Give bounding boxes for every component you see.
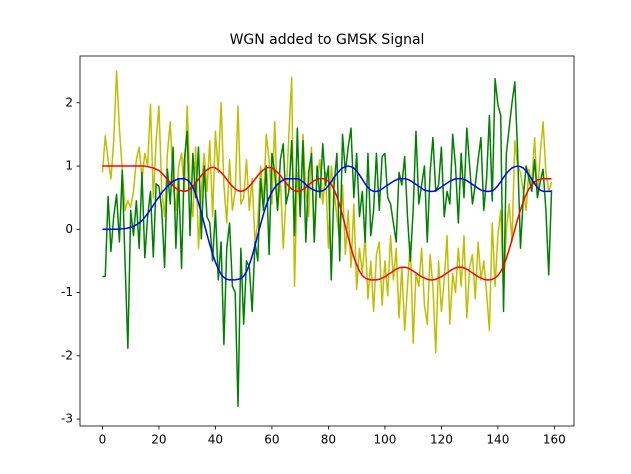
x-tick-label: 100 bbox=[373, 433, 396, 447]
x-tick-label: 120 bbox=[430, 433, 453, 447]
data-line bbox=[102, 78, 553, 408]
x-tick-label: 20 bbox=[151, 433, 166, 447]
data-line bbox=[101, 70, 553, 354]
x-tick-label: 40 bbox=[208, 433, 223, 447]
data-line bbox=[102, 165, 552, 281]
y-tick-label: -2 bbox=[61, 348, 73, 362]
x-tick-label: 0 bbox=[99, 433, 107, 447]
data-line bbox=[102, 165, 552, 281]
chart-title: WGN added to GMSK Signal bbox=[230, 32, 425, 48]
y-tick-label: -3 bbox=[61, 412, 73, 426]
y-tick-label: 0 bbox=[65, 222, 73, 236]
x-tick-label: 160 bbox=[543, 433, 566, 447]
y-tick-label: 2 bbox=[65, 95, 73, 109]
plot-frame bbox=[79, 55, 575, 427]
x-tick-label: 60 bbox=[264, 433, 279, 447]
y-tick-label: 1 bbox=[65, 159, 73, 173]
x-tick-label: 140 bbox=[486, 433, 509, 447]
y-tick-label: -1 bbox=[61, 285, 73, 299]
x-tick-label: 80 bbox=[321, 433, 336, 447]
